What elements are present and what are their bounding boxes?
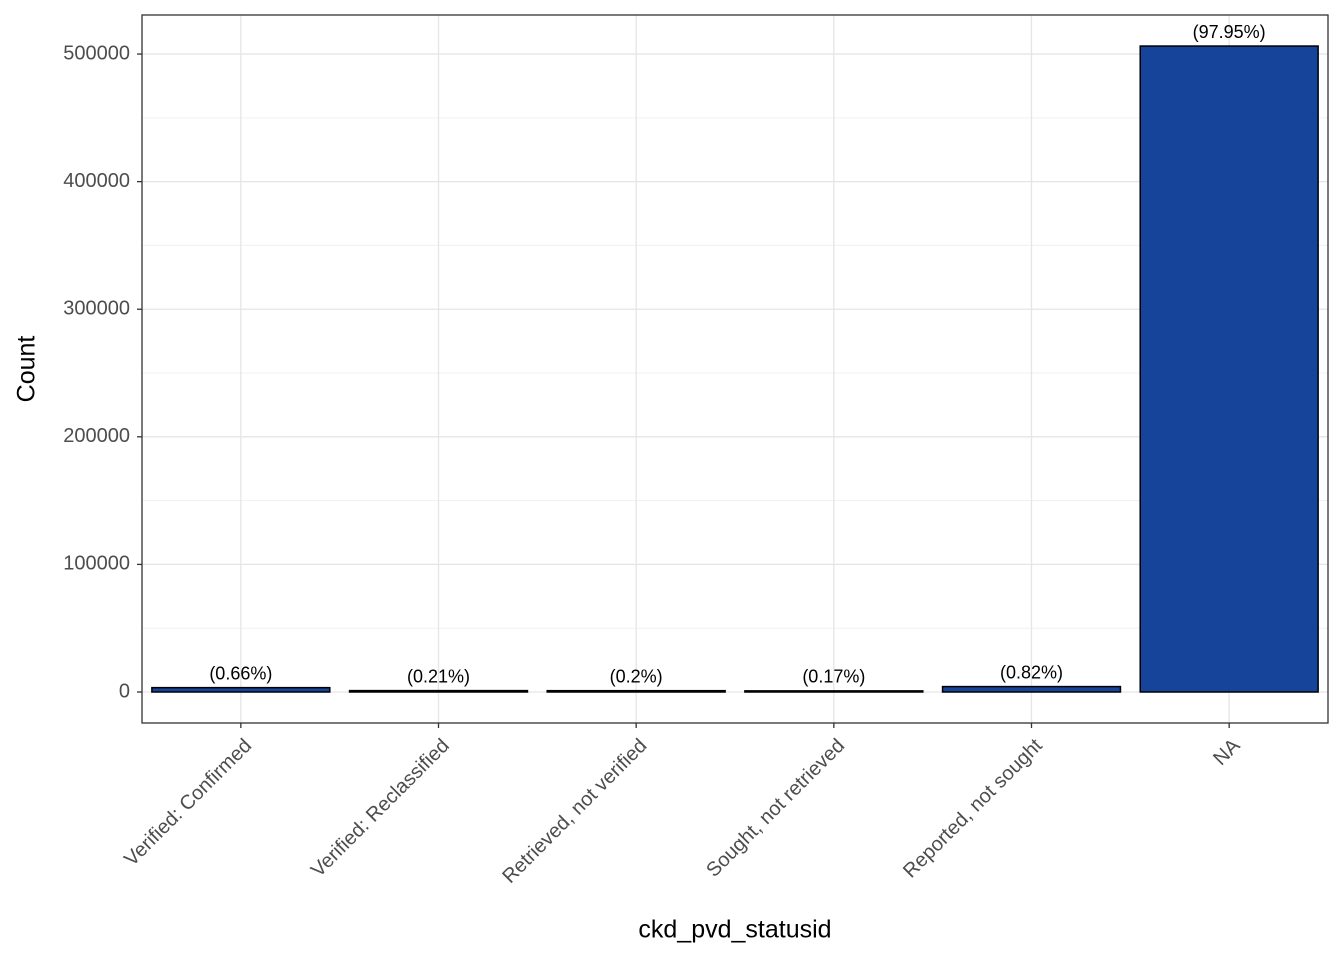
x-tick-label: Sought, not retrieved <box>702 735 849 882</box>
y-tick-label: 100000 <box>63 553 130 575</box>
x-axis-title: ckd_pvd_statusid <box>638 916 831 944</box>
bar <box>744 690 924 693</box>
x-tick-label: Verified: Reclassified <box>307 735 454 882</box>
bar <box>348 689 529 693</box>
x-tick-label: Retrieved, not verified <box>498 735 651 888</box>
panel-border <box>141 14 1329 724</box>
y-axis-title: Count <box>13 336 41 403</box>
x-tick-label: Verified: Confirmed <box>120 735 256 871</box>
y-tick-label: 400000 <box>63 170 130 192</box>
bar <box>1139 45 1319 693</box>
bar <box>151 686 331 693</box>
bar-label: (0.2%) <box>610 666 663 686</box>
bar-label: (0.82%) <box>1000 662 1063 682</box>
bar <box>941 685 1122 693</box>
bar-label: (0.17%) <box>802 667 865 687</box>
bar-label: (97.95%) <box>1193 22 1266 42</box>
bar <box>546 689 726 693</box>
y-tick-label: 500000 <box>63 42 130 64</box>
y-tick-label: 0 <box>119 680 130 702</box>
bar-label: (0.66%) <box>209 663 272 683</box>
y-tick-label: 200000 <box>63 425 130 447</box>
bar-label: (0.21%) <box>407 666 470 686</box>
y-tick-label: 300000 <box>63 298 130 320</box>
x-tick-label: Reported, not sought <box>899 734 1047 882</box>
x-tick-label: NA <box>1209 734 1245 770</box>
